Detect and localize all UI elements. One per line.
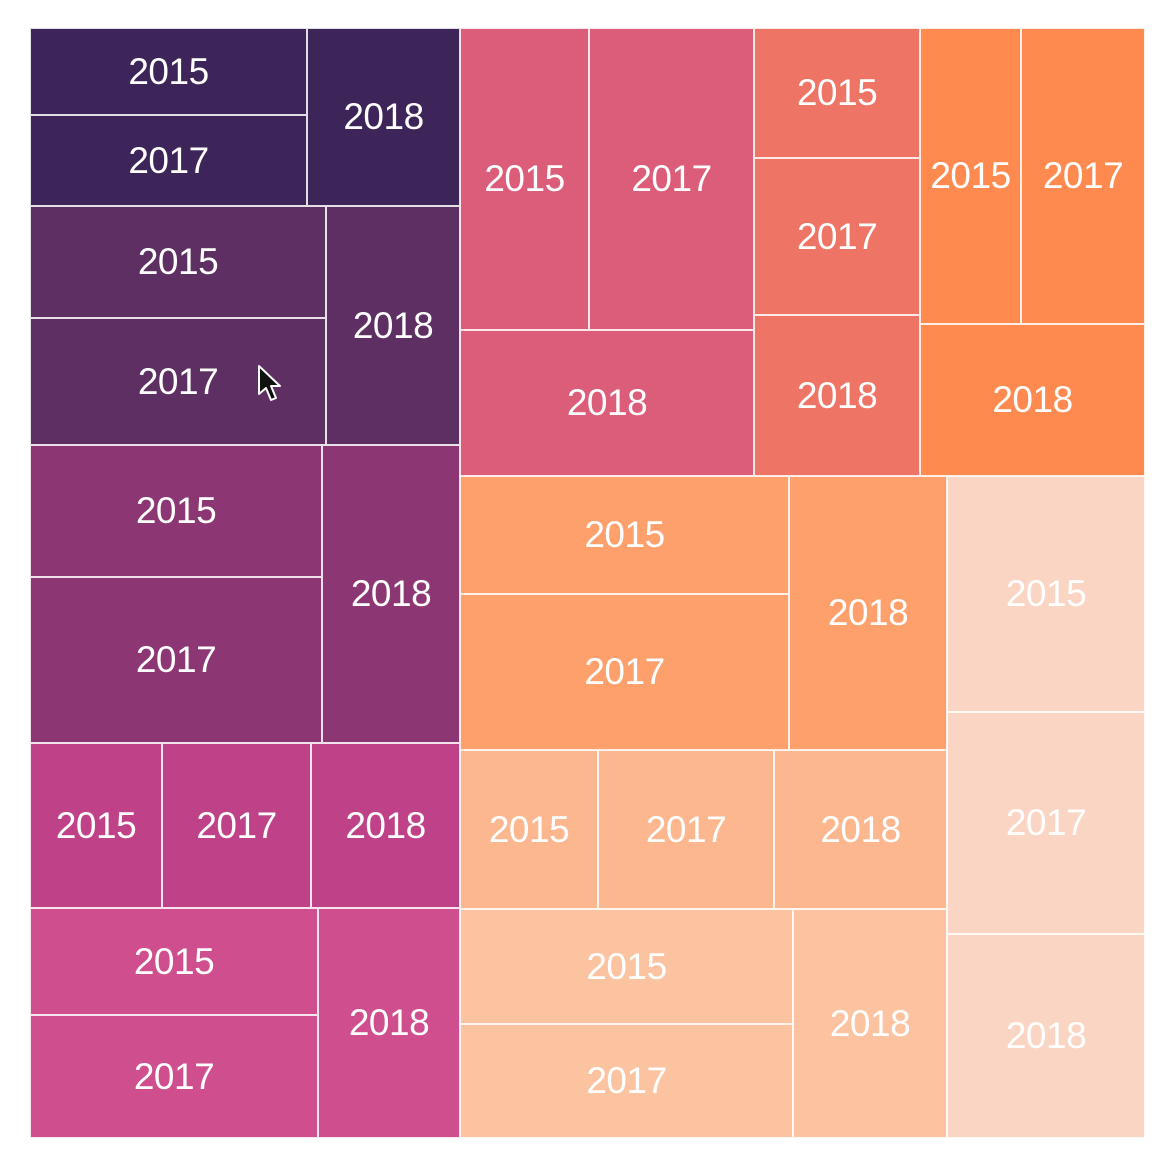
treemap-cell[interactable]: 2017 — [30, 115, 307, 206]
treemap-cell[interactable]: 2017 — [460, 1024, 793, 1138]
treemap-cell-label: 2015 — [135, 490, 217, 531]
treemap-cell[interactable]: 2017 — [30, 1015, 318, 1138]
treemap-cell[interactable]: 2015 — [460, 750, 598, 909]
treemap-cell-label: 2017 — [584, 651, 665, 692]
treemap-cell-label: 2015 — [586, 945, 667, 987]
treemap-cell-label: 2018 — [820, 808, 901, 850]
treemap-cell-label: 2015 — [488, 808, 570, 850]
treemap-cell[interactable]: 2017 — [460, 594, 789, 750]
treemap-cell[interactable]: 2015 — [754, 28, 920, 158]
treemap-cell-label: 2018 — [566, 382, 648, 423]
treemap-cell[interactable]: 2018 — [754, 315, 920, 476]
treemap-cell-label: 2017 — [645, 808, 727, 850]
treemap-cell-label: 2017 — [1005, 802, 1087, 843]
treemap-cell-label: 2017 — [586, 1060, 667, 1101]
treemap-cell[interactable]: 2015 — [30, 206, 326, 318]
treemap-cell[interactable]: 2017 — [947, 712, 1145, 934]
treemap-cell[interactable]: 2017 — [598, 750, 774, 909]
treemap-cell[interactable]: 2015 — [460, 476, 789, 594]
treemap-cell[interactable]: 2015 — [30, 743, 162, 908]
treemap-cell[interactable]: 2018 — [322, 445, 460, 743]
treemap-cell-label: 2018 — [348, 1002, 430, 1043]
treemap-cell[interactable]: 2015 — [30, 445, 322, 577]
treemap-cell[interactable]: 2018 — [311, 743, 460, 908]
treemap-cell-label: 2018 — [829, 1002, 911, 1044]
treemap-cell[interactable]: 2018 — [307, 28, 460, 206]
treemap-cell-label: 2015 — [55, 804, 137, 846]
treemap-cell-label: 2015 — [584, 514, 665, 555]
treemap-cell-label: 2015 — [930, 155, 1011, 196]
treemap-cell[interactable]: 2015 — [947, 476, 1145, 712]
treemap-cell[interactable]: 2017 — [1021, 28, 1145, 324]
treemap-cell[interactable]: 2018 — [318, 908, 460, 1138]
treemap-cell[interactable]: 2015 — [460, 909, 793, 1024]
treemap-cell-label: 2017 — [631, 158, 712, 199]
treemap-cell[interactable]: 2017 — [754, 158, 920, 315]
treemap-cell[interactable]: 2015 — [30, 28, 307, 115]
treemap-cell-label: 2015 — [128, 50, 209, 92]
treemap-cell-label: 2015 — [484, 158, 565, 199]
treemap-cell-label: 2018 — [1005, 1015, 1087, 1056]
treemap-cell[interactable]: 2015 — [460, 28, 589, 330]
treemap-cell-label: 2017 — [196, 804, 277, 846]
treemap-cell-label: 2018 — [350, 573, 432, 614]
treemap-cell[interactable]: 2017 — [162, 743, 311, 908]
treemap-cell-label: 2017 — [1042, 155, 1124, 196]
treemap-cell-label: 2017 — [137, 360, 219, 402]
treemap-cell[interactable]: 2017 — [30, 577, 322, 743]
treemap-cell-label: 2017 — [796, 215, 878, 257]
treemap-cell-label: 2018 — [345, 804, 426, 846]
treemap-cell-label: 2015 — [133, 940, 215, 982]
treemap-cell[interactable]: 2018 — [789, 476, 947, 750]
treemap-chart: 2015 2017 2018 2015 2017 2018 2015 2017 2018 2015… — [30, 28, 1145, 1138]
treemap-cell[interactable]: 2018 — [774, 750, 947, 909]
treemap-cell-label: 2018 — [992, 379, 1073, 420]
treemap-cell-label: 2018 — [796, 374, 878, 416]
treemap-cell[interactable]: 2018 — [920, 324, 1145, 476]
treemap-cell[interactable]: 2017 — [30, 318, 326, 445]
treemap-cell[interactable]: 2018 — [947, 934, 1145, 1138]
treemap-cell-label: 2018 — [352, 304, 434, 346]
treemap-cell[interactable]: 2018 — [326, 206, 460, 445]
treemap-cell-label: 2017 — [135, 639, 217, 680]
treemap-cell-label: 2015 — [137, 241, 219, 282]
treemap-cell[interactable]: 2015 — [920, 28, 1021, 324]
treemap-cell[interactable]: 2015 — [30, 908, 318, 1015]
treemap-cell-label: 2018 — [827, 592, 909, 633]
treemap-cell-label: 2015 — [1005, 573, 1087, 614]
treemap-cell[interactable]: 2018 — [460, 330, 754, 476]
treemap-cell-label: 2017 — [133, 1055, 215, 1097]
treemap-cell-label: 2017 — [128, 139, 209, 181]
treemap-cell[interactable]: 2018 — [793, 909, 947, 1138]
treemap-cell[interactable]: 2017 — [589, 28, 754, 330]
treemap-cell-label: 2018 — [343, 96, 424, 137]
treemap-cell-label: 2015 — [796, 72, 878, 113]
